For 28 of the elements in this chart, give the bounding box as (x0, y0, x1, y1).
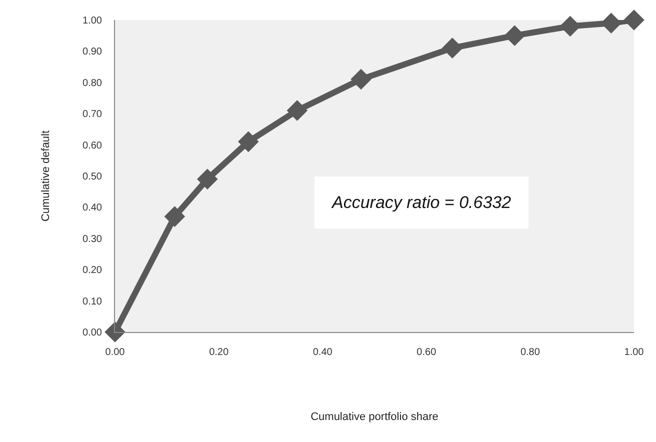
y-tick-label: 0.10 (82, 296, 102, 308)
y-tick-label: 0.00 (82, 328, 102, 338)
x-tick-label: 1.00 (624, 347, 644, 358)
y-axis-title: Cumulative default (40, 130, 52, 222)
y-tick-label: 0.70 (82, 109, 102, 120)
y-tick-label: 0.40 (82, 202, 102, 214)
x-tick-label: 0.40 (312, 347, 333, 358)
x-tick-label: 0.20 (209, 347, 229, 358)
annotation: Accuracy ratio = 0.6332 (331, 193, 512, 212)
point (238, 131, 259, 152)
x-tick-label: 0.00 (105, 347, 126, 358)
y-tick-label: 0.90 (82, 46, 102, 58)
y-tick-label: 0.60 (82, 140, 102, 152)
point (442, 38, 463, 58)
x-tick-label: 0.80 (520, 347, 540, 358)
y-tick-label: 0.30 (82, 234, 102, 245)
x-axis-title: Cumulative portfolio share (310, 411, 438, 424)
y-tick-label: 0.80 (82, 78, 102, 89)
point (286, 100, 308, 121)
point (624, 10, 644, 30)
point (196, 168, 218, 190)
y-tick-label: 0.50 (82, 172, 102, 182)
y-tick-label: 1.00 (82, 16, 102, 26)
x-tick-label: 0.60 (416, 347, 437, 358)
point (164, 206, 186, 227)
y-tick-label: 0.20 (82, 265, 102, 276)
point (350, 68, 372, 90)
point (504, 25, 526, 46)
